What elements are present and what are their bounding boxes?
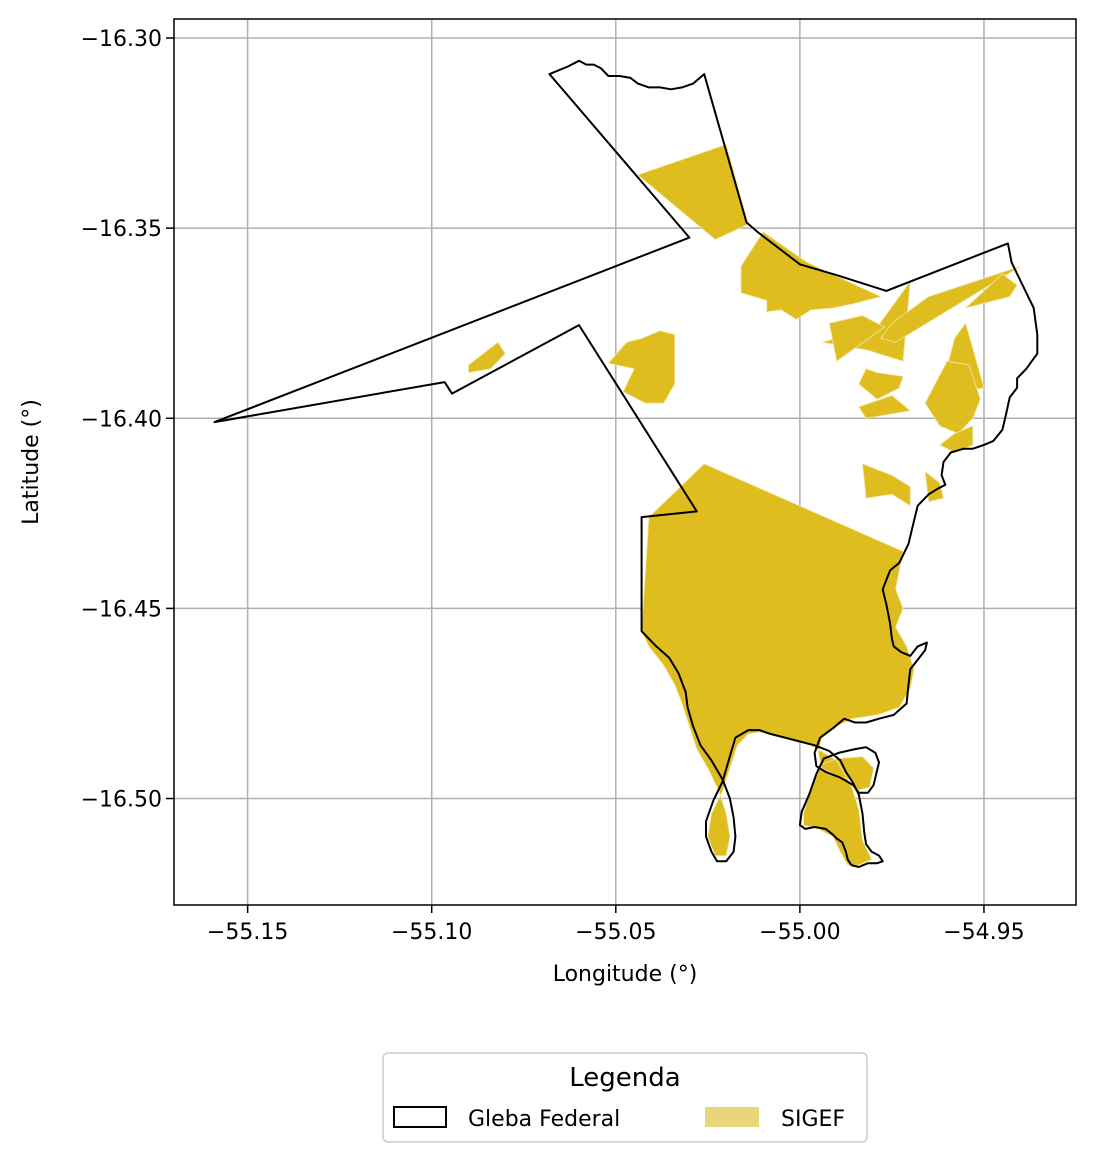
sigef-parcel [828,315,886,362]
sigef-parcel [858,368,904,400]
grid-lines [174,19,1076,905]
legend-title: Legenda [569,1063,680,1093]
sigef-parcel [607,330,676,404]
y-tick-label: −16.40 [81,407,162,432]
sigef-parcel [468,341,506,374]
x-tick-label: −54.95 [943,920,1024,945]
legend-label-gleba-federal: Gleba Federal [468,1107,620,1132]
sigef-parcel [740,231,883,320]
sigef-parcel [858,395,912,419]
x-tick-label: −55.15 [207,920,288,945]
sigef-parcel [862,463,911,507]
sigef-parcel [641,463,915,866]
y-tick-label: −16.30 [81,27,162,52]
legend-swatch-gleba-federal [393,1106,447,1128]
legend-swatch-sigef [705,1107,759,1127]
x-axis-label: Longitude (°) [553,962,698,987]
axis-ticks: −55.15 −55.10 −55.05 −55.00 −54.95 −16.30 −16.… [81,27,1025,945]
map-layers [213,59,1039,868]
gleba-federal-boundary [213,59,1039,868]
x-tick-label: −55.05 [575,920,656,945]
sigef-parcel [880,265,1022,343]
x-tick-label: −55.10 [391,920,472,945]
y-tick-label: −16.35 [81,217,162,242]
sigef-parcel [924,360,981,434]
x-tick-label: −55.00 [759,920,840,945]
y-tick-label: −16.45 [81,597,162,622]
sigef-parcel [965,273,1018,309]
y-axis-label: Latitude (°) [19,399,44,525]
legend-label-sigef: SIGEF [781,1107,845,1132]
y-tick-label: −16.50 [81,788,162,813]
plot-frame [173,18,1077,906]
legend: Legenda Gleba Federal SIGEF [382,1052,868,1143]
